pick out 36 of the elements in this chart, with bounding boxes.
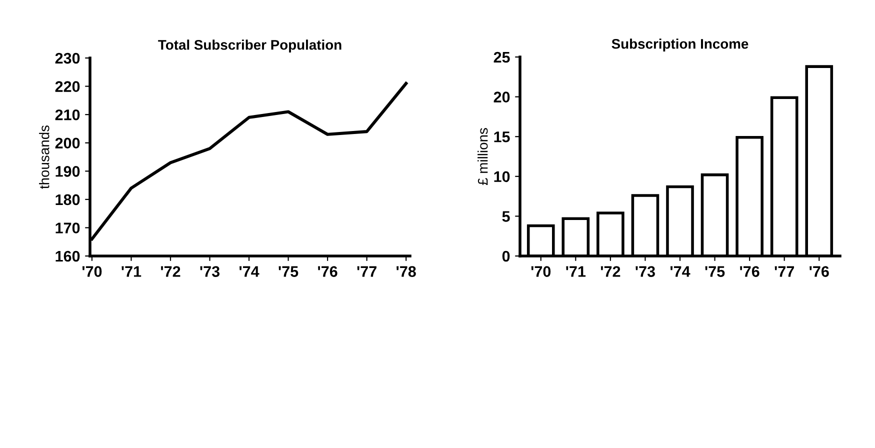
y-tick-label: 180 <box>56 194 80 206</box>
x-tick-label: '78 <box>396 266 416 277</box>
y-tick-label: 190 <box>56 166 80 177</box>
x-tick-label: '76 <box>810 266 829 277</box>
x-tick-label: '73 <box>636 266 655 277</box>
y-tick-label: 230 <box>55 52 80 64</box>
x-tick-label: '77 <box>774 266 794 277</box>
x-tick-label: '71 <box>122 266 142 277</box>
y-tick-label: 15 <box>494 132 510 142</box>
y-tick-label: 5 <box>502 211 510 222</box>
y-tick-label: 160 <box>56 250 80 262</box>
y-tick-label: 220 <box>55 81 80 92</box>
y-axis-title: £ millions <box>478 128 488 186</box>
x-tick-label: '71 <box>566 266 586 277</box>
chart-title: Total Subscriber Population <box>158 40 342 53</box>
x-tick-label: '70 <box>82 266 102 277</box>
y-tick-label: 210 <box>55 109 80 120</box>
y-tick-label: 25 <box>494 52 510 63</box>
y-tick-label: 10 <box>494 171 510 182</box>
chart-title: Subscription Income <box>612 38 748 52</box>
y-tick-label: 170 <box>56 222 80 234</box>
x-tick-label: '73 <box>200 266 220 277</box>
x-tick-label: '75 <box>278 266 298 277</box>
x-tick-label: '77 <box>357 266 376 277</box>
y-tick-label: 20 <box>494 92 510 102</box>
x-tick-label: '76 <box>318 266 338 277</box>
x-tick-label: '74 <box>240 266 260 277</box>
x-tick-label: '72 <box>160 266 180 277</box>
y-tick-label: 200 <box>55 138 80 149</box>
x-tick-label: '75 <box>705 266 725 277</box>
y-axis-title: thousands <box>39 125 50 189</box>
y-tick-label: 0 <box>502 250 510 262</box>
x-tick-label: '70 <box>531 266 551 277</box>
x-tick-label: '76 <box>740 266 760 277</box>
x-tick-label: '74 <box>670 266 690 277</box>
x-tick-label: '72 <box>600 266 620 277</box>
